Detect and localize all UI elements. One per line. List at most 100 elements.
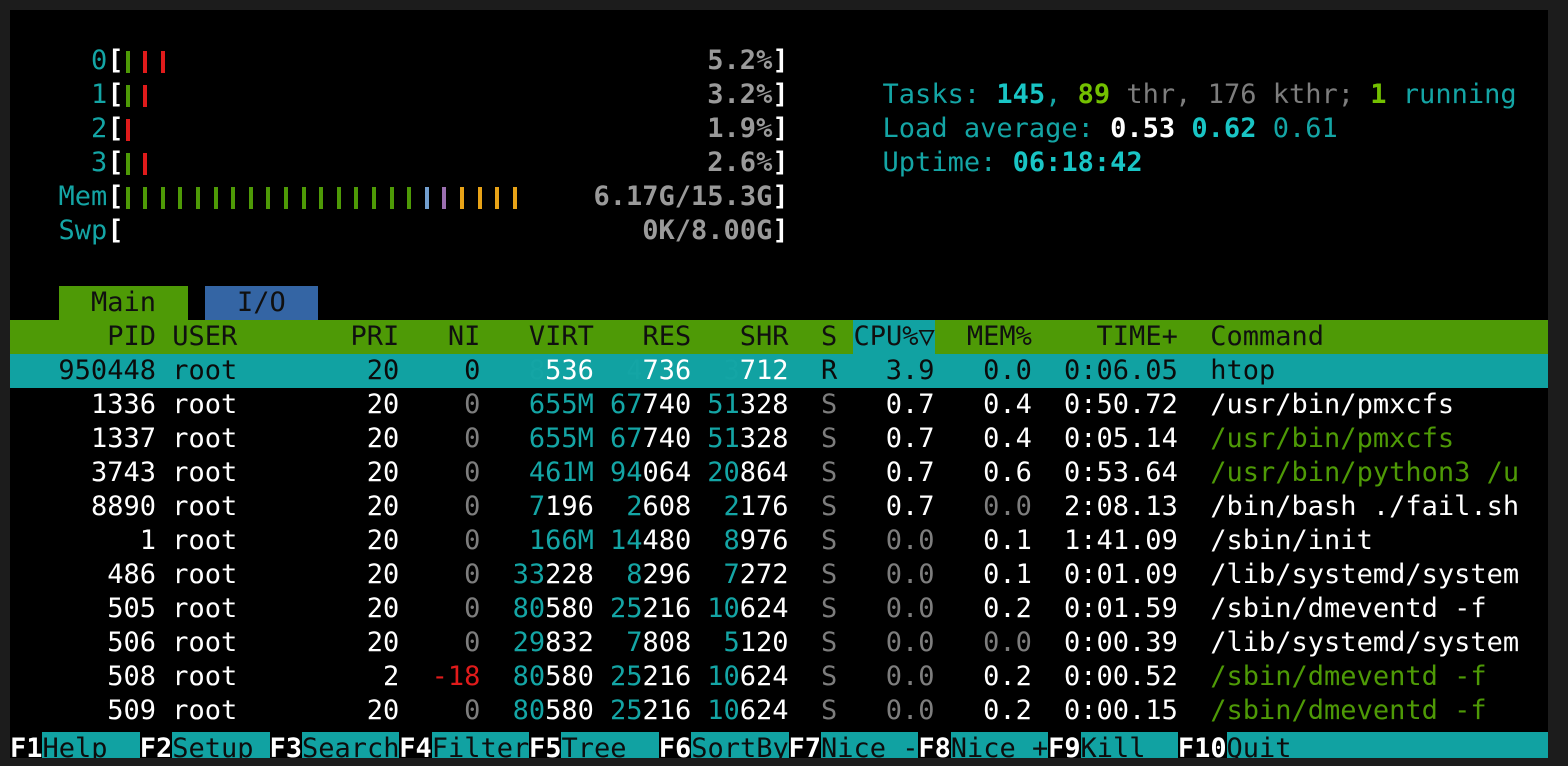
cell-ni: 0 (464, 491, 481, 522)
table-row[interactable]: 3743 root 20 0 461M 94064 20864 S 0.7 0.6 0:53.64 /… (10, 456, 1548, 490)
table-row[interactable]: 8890 root 20 0 7196 2608 2176 S 0.7 0.0 2:08.13/bi… (10, 490, 1548, 524)
cell-shr: 51328 (707, 389, 789, 420)
cell-ni: 0 (464, 389, 481, 420)
cpu1-meter-bar (125, 85, 130, 107)
cell-shr: 51328 (707, 423, 789, 454)
cell-shr: 5120 (723, 627, 789, 658)
memory-meter-bar (459, 187, 464, 209)
function-label-filter[interactable]: Filter (431, 732, 529, 758)
load-average-5min: 0.62 (1191, 113, 1257, 144)
column-header-user[interactable]: USER (172, 321, 238, 352)
cell-shr: 7272 (723, 559, 789, 590)
cpu2-meter-bracket-open: [ (107, 113, 124, 144)
function-label-sortby[interactable]: SortBy (691, 732, 789, 758)
function-key-f1[interactable]: F1 (10, 732, 43, 758)
column-header-cpu[interactable]: CPU%▽ (853, 320, 935, 354)
swap-meter-bracket-open: [ (107, 215, 124, 246)
cell-state: S (821, 491, 838, 522)
memory-meter-bar (407, 187, 412, 209)
column-header-pid[interactable]: PID (107, 321, 156, 352)
kthread-count: 176 (1207, 79, 1257, 110)
cell-pri: 20 (366, 491, 400, 522)
cell-user: root (172, 593, 238, 624)
cell-user: root (172, 389, 238, 420)
table-row[interactable]: 505 root 20 0 80580 25216 10624 S 0.0 0.2 0:01.59 /… (10, 592, 1548, 626)
column-header-pri[interactable]: PRI (350, 321, 400, 352)
function-label-nice[interactable]: Nice + (950, 732, 1048, 758)
table-row[interactable]: 508 root 2 -18 80580 25216 10624 S 0.0 0.2 0:00.52… (10, 660, 1548, 694)
column-header-command[interactable]: Command (1210, 321, 1325, 352)
function-key-f8[interactable]: F8 (918, 732, 951, 758)
function-label-tree[interactable]: Tree (561, 732, 659, 758)
htop-terminal[interactable]: 0[5.2%] 1[3.2%] 2[1.9%] 3[2.6%] Mem[6.17G/15… (10, 10, 1548, 758)
function-key-f7[interactable]: F7 (788, 732, 821, 758)
column-header-res[interactable]: RES (642, 321, 692, 352)
cell-state: S (821, 661, 838, 692)
load-average-label: Load average: (882, 113, 1111, 144)
memory-meter-value: 6.17G/15.3G (593, 181, 773, 212)
table-row[interactable]: 486 root 20 0 33228 8296 7272 S 0.0 0.1 0:01.09/li… (10, 558, 1548, 592)
cell-time: 0:05.14 (1064, 423, 1178, 454)
cell-ni: 0 (464, 457, 481, 488)
cell-command: /lib/systemd/system (1210, 627, 1520, 658)
column-header-ni[interactable]: NI (447, 321, 481, 352)
cell-res: 25216 (609, 593, 692, 624)
function-label-quit[interactable]: Quit (1226, 732, 1324, 758)
cpu1-meter-bar (143, 85, 148, 107)
cell-mem: 0.1 (983, 559, 1032, 590)
cell-ni: 0 (464, 695, 481, 726)
table-row[interactable]: 509 root 20 0 80580 25216 10624 S 0.0 0.2 0:00.15 /… (10, 694, 1548, 728)
cell-user: root (172, 627, 238, 658)
cell-user: root (172, 661, 238, 692)
cell-command: /usr/bin/pmxcfs (1210, 423, 1455, 454)
load-average-1min: 0.53 (1110, 113, 1176, 144)
cpu0-meter-label: 0 (91, 45, 108, 76)
cpu0-meter-bar (160, 51, 165, 73)
function-bar-filler (1323, 732, 1548, 758)
cell-time: 0:06.05 (1064, 355, 1178, 386)
memory-meter-bar (248, 187, 253, 209)
tab-i-o[interactable]: I/O (204, 286, 319, 320)
function-key-f6[interactable]: F6 (658, 732, 691, 758)
function-key-f10[interactable]: F10 (1177, 732, 1227, 758)
kthread-label: kthr; (1256, 79, 1371, 110)
table-row[interactable]: 1336 root 20 0 655M 67740 51328 S 0.7 0.4 0:50.72 /… (10, 388, 1548, 422)
function-key-f9[interactable]: F9 (1048, 732, 1081, 758)
function-key-f5[interactable]: F5 (529, 732, 562, 758)
function-key-f4[interactable]: F4 (399, 732, 432, 758)
function-key-f2[interactable]: F2 (139, 732, 172, 758)
column-header-time[interactable]: TIME+ (1096, 321, 1178, 352)
table-row[interactable]: 1 root 20 0 166M 14480 8976 S 0.0 0.1 1:41.09/sbin… (10, 524, 1548, 558)
tab-main[interactable]: Main (58, 286, 189, 320)
cell-command: /lib/systemd/system (1210, 559, 1520, 590)
load-average-line: Load average: 0.53 0.62 0.61 (785, 78, 1338, 144)
cpu0-meter-bars (125, 51, 830, 73)
cell-shr: 8976 (723, 525, 789, 556)
cell-ni: 0 (464, 355, 481, 386)
function-label-nice[interactable]: Nice - (821, 732, 919, 758)
cell-user: root (172, 355, 238, 386)
table-column-header[interactable]: PID USER PRI NI VIRT RES SHR S CPU%▽ MEM% TIME+ Com… (10, 320, 1548, 354)
function-label-setup[interactable]: Setup (172, 732, 270, 758)
table-row[interactable]: 1337 root 20 0 655M 67740 51328 S 0.7 0.4 0:05.14 /… (10, 422, 1548, 456)
function-label-search[interactable]: Search (301, 732, 400, 758)
function-key-bar[interactable]: F1 Help F2 Setup F3 Search F4 Filter F5 Tree F6… (10, 732, 1548, 758)
cpu2-meter: 2[1.9%] (10, 112, 800, 146)
function-label-kill[interactable]: Kill (1080, 732, 1178, 758)
table-row[interactable]: 506 root 20 0 29832 7808 5120 S 0.0 0.0 0:00.39/li… (10, 626, 1548, 660)
uptime-value: 06:18:42 (1012, 147, 1143, 178)
cell-virt: 33228 (512, 559, 594, 590)
column-header-s[interactable]: S (821, 321, 838, 352)
column-header-mem[interactable]: MEM% (966, 321, 1032, 352)
column-header-virt[interactable]: VIRT (528, 321, 594, 352)
cpu0-meter-value: 5.2% (707, 45, 773, 76)
function-key-f3[interactable]: F3 (269, 732, 302, 758)
cell-res: 25216 (609, 695, 692, 726)
cpu0-meter-bar (125, 51, 130, 73)
cell-pid: 486 (107, 559, 156, 590)
table-row[interactable]: 950448 root 20 0 8536 4736 3712 R 3.9 0.0 0:06.05 h… (10, 354, 1548, 388)
column-header-shr[interactable]: SHR (739, 321, 789, 352)
cell-pid: 1337 (90, 423, 156, 454)
function-label-help[interactable]: Help (42, 732, 140, 758)
cpu2-meter-bars (125, 119, 830, 141)
